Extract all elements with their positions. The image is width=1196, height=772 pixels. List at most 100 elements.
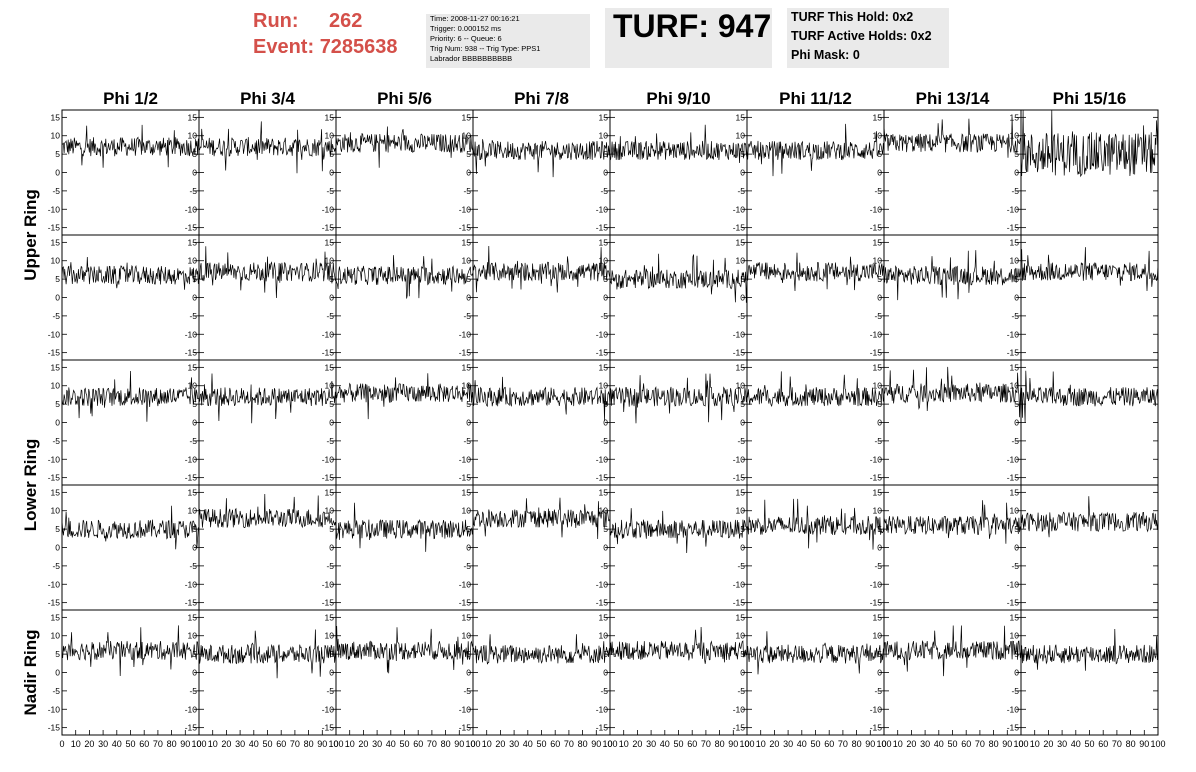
panel-frame	[472, 609, 611, 736]
x-tick-label: 70	[975, 739, 985, 749]
column-title: Phi 9/10	[646, 89, 710, 108]
y-tick-label: 0	[329, 418, 334, 428]
x-tick-label: 10	[893, 739, 903, 749]
y-tick-label: -15	[733, 348, 746, 358]
y-tick-label: 10	[188, 381, 198, 391]
panel-frame	[61, 484, 200, 611]
y-tick-label: -10	[1007, 454, 1020, 464]
y-tick-label: 5	[55, 649, 60, 659]
panel-frame	[335, 484, 474, 611]
y-tick-label: -10	[1007, 704, 1020, 714]
x-tick-label: 40	[797, 739, 807, 749]
y-tick-label: -10	[596, 329, 609, 339]
y-tick-label: -10	[870, 454, 883, 464]
y-tick-label: -10	[1007, 579, 1020, 589]
x-tick-label: 80	[578, 739, 588, 749]
y-tick-label: 15	[736, 237, 746, 247]
y-tick-label: -10	[459, 329, 472, 339]
y-tick-label: 5	[55, 149, 60, 159]
trigger-info-box: Time: 2008-11-27 00:16:21 Trigger: 0.000…	[426, 14, 590, 68]
y-tick-label: -5	[600, 561, 608, 571]
panel-frame	[198, 609, 337, 736]
y-tick-label: -10	[1007, 329, 1020, 339]
y-tick-label: -5	[874, 436, 882, 446]
y-tick-label: 10	[188, 506, 198, 516]
y-tick-label: 15	[736, 112, 746, 122]
y-tick-label: 0	[1014, 418, 1019, 428]
y-tick-label: 15	[1010, 237, 1020, 247]
waveform-trace	[609, 508, 748, 554]
x-tick-label: 70	[1112, 739, 1122, 749]
y-tick-label: -5	[463, 686, 471, 696]
y-tick-label: 5	[740, 149, 745, 159]
x-tick-label: 0	[470, 739, 475, 749]
waveform-trace	[883, 117, 1022, 158]
y-tick-label: 10	[599, 381, 609, 391]
y-tick-label: 5	[603, 649, 608, 659]
x-tick-label: 90	[865, 739, 875, 749]
y-tick-label: 15	[325, 112, 335, 122]
y-tick-label: 15	[462, 362, 472, 372]
y-tick-label: 10	[325, 506, 335, 516]
x-tick-label: 50	[1084, 739, 1094, 749]
y-tick-label: 5	[1014, 524, 1019, 534]
y-tick-label: 15	[188, 237, 198, 247]
y-tick-label: 15	[599, 487, 609, 497]
y-tick-label: -10	[870, 579, 883, 589]
y-tick-label: 10	[873, 131, 883, 141]
x-tick-label: 50	[673, 739, 683, 749]
x-tick-label: 60	[961, 739, 971, 749]
y-tick-label: 15	[51, 362, 61, 372]
x-tick-label: 70	[701, 739, 711, 749]
waveform-trace	[883, 366, 1022, 418]
x-tick-label: 30	[235, 739, 245, 749]
ring-label: Nadir Ring	[21, 630, 40, 716]
y-tick-label: -5	[189, 561, 197, 571]
x-tick-label: 80	[1126, 739, 1136, 749]
y-tick-label: 5	[740, 399, 745, 409]
y-tick-label: 0	[1014, 668, 1019, 678]
waveform-trace	[335, 126, 474, 168]
y-tick-label: 0	[55, 668, 60, 678]
waveform-trace	[198, 629, 337, 679]
y-tick-label: 0	[1014, 168, 1019, 178]
column-title: Phi 15/16	[1053, 89, 1127, 108]
y-tick-label: 10	[462, 381, 472, 391]
y-tick-label: 0	[329, 293, 334, 303]
y-tick-label: 15	[599, 237, 609, 247]
x-tick-label: 90	[1139, 739, 1149, 749]
x-tick-label: 70	[427, 739, 437, 749]
waveform-trace	[198, 246, 337, 299]
y-tick-label: -5	[874, 561, 882, 571]
x-tick-label: 30	[98, 739, 108, 749]
y-tick-label: 10	[1010, 631, 1020, 641]
y-tick-label: -5	[1011, 436, 1019, 446]
panel-frame	[609, 109, 748, 236]
y-tick-label: 0	[877, 543, 882, 553]
y-tick-label: 10	[736, 506, 746, 516]
x-tick-label: 100	[602, 739, 617, 749]
panel-frame	[472, 234, 611, 361]
y-tick-label: -5	[52, 311, 60, 321]
x-tick-label: 10	[208, 739, 218, 749]
event-value: 7285638	[319, 36, 398, 58]
y-tick-label: 0	[1014, 543, 1019, 553]
y-tick-label: 5	[466, 649, 471, 659]
y-tick-label: 5	[192, 524, 197, 534]
y-tick-label: 5	[329, 274, 334, 284]
x-tick-label: 40	[660, 739, 670, 749]
y-tick-label: 5	[55, 274, 60, 284]
y-tick-label: -10	[185, 454, 198, 464]
y-tick-label: 15	[188, 612, 198, 622]
y-tick-label: 15	[736, 362, 746, 372]
y-tick-label: 0	[603, 293, 608, 303]
x-tick-label: 0	[333, 739, 338, 749]
active-holds-text: TURF Active Holds: 0x2	[791, 29, 932, 43]
y-tick-label: -10	[870, 704, 883, 714]
y-tick-label: 0	[329, 168, 334, 178]
panel-frame	[198, 234, 337, 361]
y-tick-label: 0	[877, 418, 882, 428]
y-tick-label: 10	[188, 131, 198, 141]
waveform-trace	[609, 373, 748, 424]
y-tick-label: -10	[870, 204, 883, 214]
